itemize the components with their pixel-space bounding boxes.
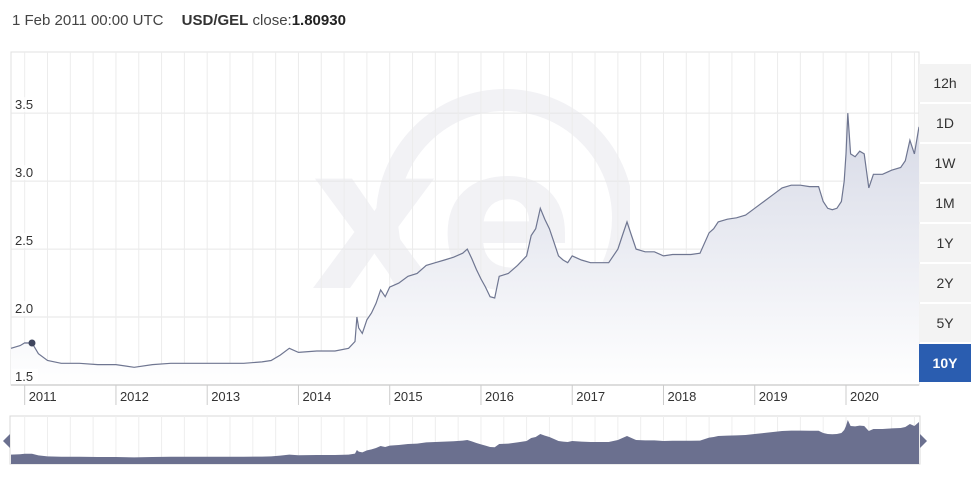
close-label: close: (252, 12, 292, 29)
y-tick-label: 2.5 (15, 233, 33, 248)
navigator-right-handle[interactable] (920, 434, 927, 448)
series-line (10, 113, 920, 368)
y-tick-bg (12, 165, 38, 181)
x-tick-label: 2020 (850, 389, 879, 404)
x-tick-label: 2011 (29, 389, 57, 404)
y-tick-bg (12, 301, 38, 317)
range-button-5y[interactable]: 5Y (919, 304, 971, 342)
y-tick-label: 3.5 (15, 97, 33, 112)
x-tick-label: 2013 (211, 389, 240, 404)
close-value: 1.80930 (291, 12, 346, 29)
navigator-area (11, 420, 919, 464)
range-button-1y[interactable]: 1Y (919, 224, 971, 262)
x-tick-label: 2015 (394, 389, 423, 404)
x-tick-label: 2014 (302, 389, 331, 404)
y-tick-label: 3.0 (15, 165, 33, 180)
x-tick-label: 2016 (485, 389, 514, 404)
x-tick-label: 2018 (667, 389, 696, 404)
x-tick-label: 2017 (576, 389, 605, 404)
range-selector: 12h 1D 1W 1M 1Y 2Y 5Y 10Y (919, 64, 971, 384)
chart-header: 1 Feb 2011 00:00 UTC USD/GEL close:1.809… (12, 12, 346, 29)
y-tick-bg (12, 233, 38, 249)
y-tick-label: 1.5 (15, 369, 33, 384)
y-tick-label: 2.0 (15, 301, 33, 316)
range-button-1d[interactable]: 1D (919, 104, 971, 142)
y-tick-bg (12, 97, 38, 113)
x-tick-label: 2019 (759, 389, 788, 404)
range-button-12h[interactable]: 12h (919, 64, 971, 102)
highlight-point (28, 339, 36, 347)
range-button-1m[interactable]: 1M (919, 184, 971, 222)
currency-pair: USD/GEL (181, 12, 249, 29)
header-date: 1 Feb 2011 00:00 UTC (12, 12, 164, 29)
x-tick-label: 2012 (120, 389, 149, 404)
navigator-left-handle[interactable] (3, 434, 10, 448)
range-button-1w[interactable]: 1W (919, 144, 971, 182)
range-button-10y[interactable]: 10Y (919, 344, 971, 382)
y-tick-bg (12, 369, 38, 384)
range-button-2y[interactable]: 2Y (919, 264, 971, 302)
series-area (11, 113, 919, 385)
